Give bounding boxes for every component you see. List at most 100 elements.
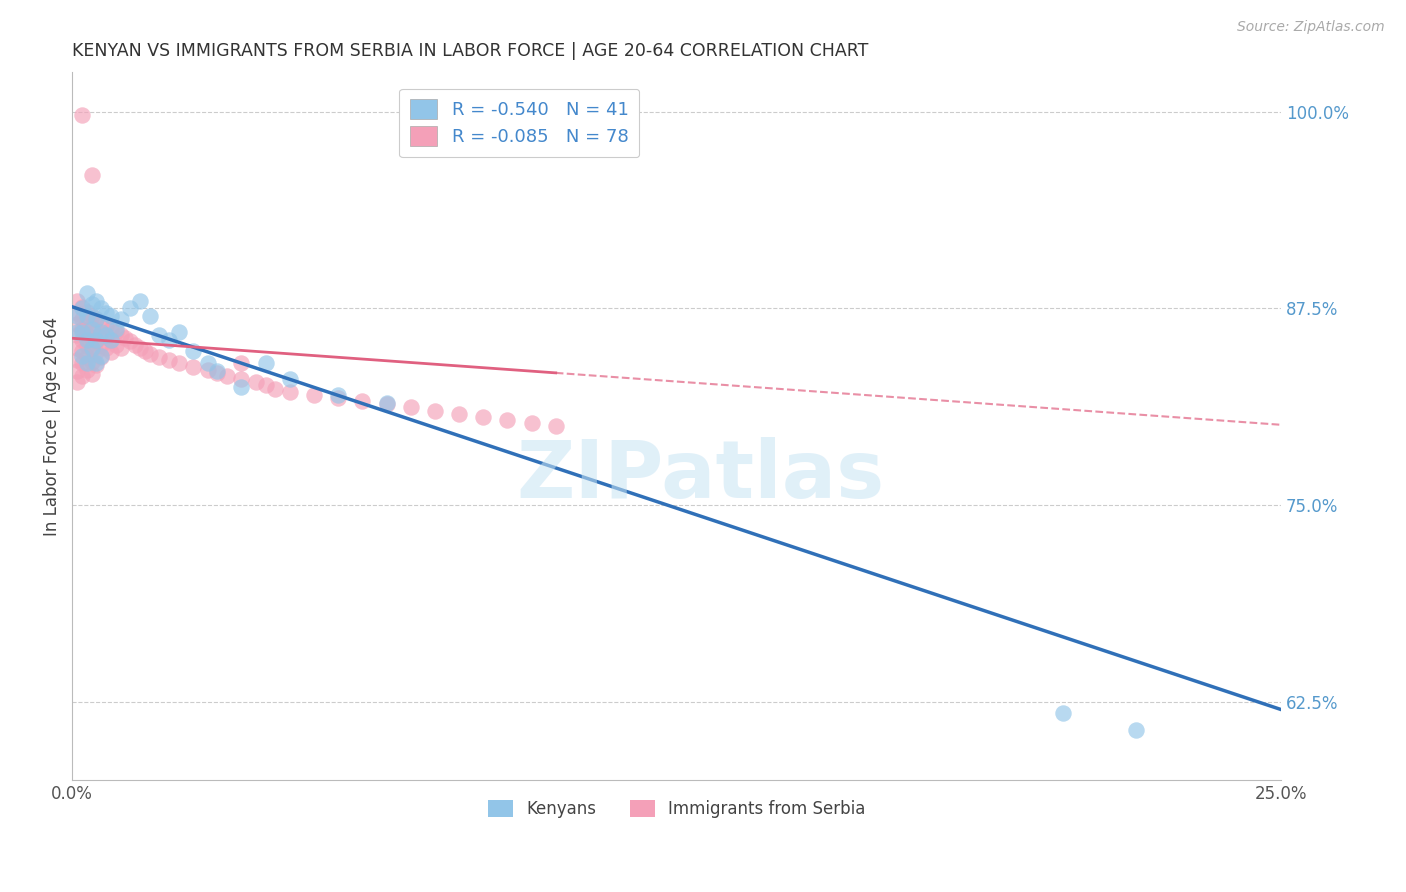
- Point: [352, 394, 374, 409]
- Point: [104, 325, 127, 339]
- Point: [399, 401, 422, 415]
- Point: [94, 329, 117, 343]
- Point: [231, 356, 253, 370]
- Point: [94, 306, 117, 320]
- Point: [231, 372, 253, 386]
- Point: [66, 310, 89, 324]
- Point: [167, 325, 190, 339]
- Point: [302, 388, 325, 402]
- Point: [70, 108, 93, 122]
- Point: [90, 325, 112, 339]
- Point: [104, 322, 127, 336]
- Point: [110, 312, 132, 326]
- Point: [100, 345, 122, 359]
- Point: [120, 334, 142, 349]
- Point: [66, 353, 89, 368]
- Point: [70, 300, 93, 314]
- Point: [197, 356, 219, 370]
- Point: [80, 341, 103, 355]
- Point: [66, 317, 89, 331]
- Point: [80, 310, 103, 324]
- Point: [167, 356, 190, 370]
- Point: [76, 328, 98, 343]
- Point: [80, 168, 103, 182]
- Y-axis label: In Labor Force | Age 20-64: In Labor Force | Age 20-64: [44, 317, 60, 536]
- Point: [90, 350, 112, 364]
- Point: [66, 293, 89, 308]
- Point: [157, 353, 180, 368]
- Point: [86, 312, 108, 326]
- Point: [231, 380, 253, 394]
- Point: [70, 356, 93, 370]
- Point: [70, 343, 93, 358]
- Point: [90, 301, 112, 316]
- Point: [70, 349, 93, 363]
- Point: [472, 409, 495, 424]
- Point: [375, 397, 398, 411]
- Point: [86, 356, 108, 370]
- Point: [76, 339, 98, 353]
- Point: [86, 345, 108, 359]
- Point: [70, 325, 93, 339]
- Point: [328, 391, 350, 405]
- Point: [76, 356, 98, 370]
- Legend: Kenyans, Immigrants from Serbia: Kenyans, Immigrants from Serbia: [481, 794, 872, 825]
- Point: [66, 328, 89, 343]
- Point: [197, 362, 219, 376]
- Point: [100, 322, 122, 336]
- Point: [245, 376, 267, 390]
- Point: [94, 318, 117, 333]
- Point: [90, 337, 112, 351]
- Point: [278, 384, 301, 399]
- Point: [520, 416, 543, 430]
- Point: [90, 349, 112, 363]
- Point: [86, 333, 108, 347]
- Point: [66, 325, 89, 339]
- Point: [447, 407, 470, 421]
- Point: [80, 331, 103, 345]
- Point: [157, 333, 180, 347]
- Point: [76, 316, 98, 330]
- Point: [544, 419, 567, 434]
- Text: Source: ZipAtlas.com: Source: ZipAtlas.com: [1237, 20, 1385, 34]
- Point: [138, 310, 160, 324]
- Point: [66, 376, 89, 390]
- Point: [76, 304, 98, 318]
- Point: [94, 341, 117, 355]
- Point: [66, 341, 89, 355]
- Point: [80, 355, 103, 369]
- Point: [124, 337, 146, 351]
- Point: [80, 320, 103, 334]
- Point: [104, 337, 127, 351]
- Point: [70, 322, 93, 336]
- Point: [375, 396, 398, 410]
- Point: [86, 334, 108, 349]
- Point: [76, 362, 98, 376]
- Point: [100, 333, 122, 347]
- Point: [90, 316, 112, 330]
- Point: [328, 388, 350, 402]
- Text: KENYAN VS IMMIGRANTS FROM SERBIA IN LABOR FORCE | AGE 20-64 CORRELATION CHART: KENYAN VS IMMIGRANTS FROM SERBIA IN LABO…: [72, 42, 869, 60]
- Point: [70, 301, 93, 316]
- Point: [66, 306, 89, 320]
- Point: [94, 328, 117, 343]
- Point: [86, 293, 108, 308]
- Point: [278, 372, 301, 386]
- Point: [100, 333, 122, 347]
- Point: [148, 350, 170, 364]
- Point: [80, 343, 103, 357]
- Point: [181, 343, 204, 358]
- Point: [120, 301, 142, 316]
- Point: [80, 368, 103, 382]
- Point: [215, 369, 238, 384]
- Point: [148, 328, 170, 343]
- Point: [254, 356, 277, 370]
- Point: [70, 333, 93, 347]
- Point: [496, 413, 519, 427]
- Point: [66, 364, 89, 378]
- Point: [129, 341, 152, 355]
- Point: [114, 331, 136, 345]
- Point: [86, 358, 108, 372]
- Point: [70, 369, 93, 384]
- Point: [181, 359, 204, 374]
